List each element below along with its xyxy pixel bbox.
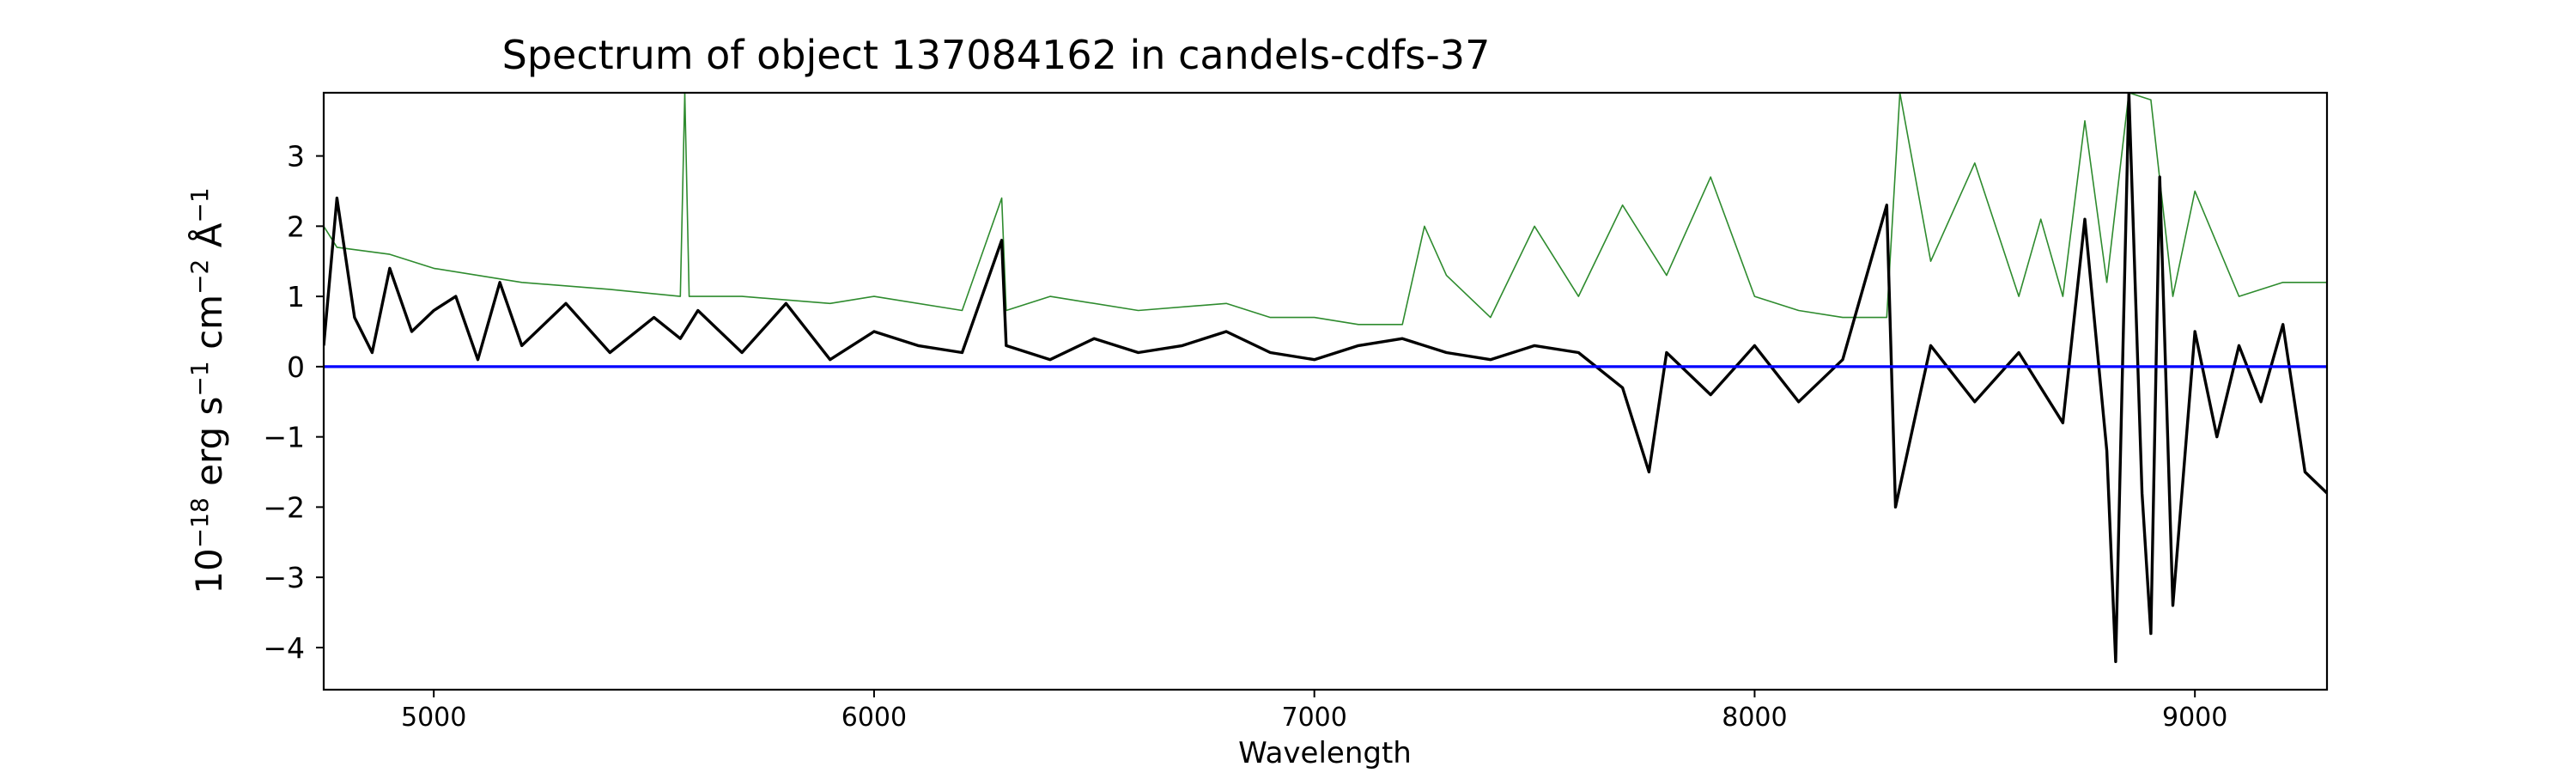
error-spectrum-line <box>324 93 2327 326</box>
y-label-exp4: −1 <box>185 187 214 222</box>
y-axis: 3 2 1 0 −1 −2 −3 −4 <box>263 140 324 665</box>
y-label-cm: cm <box>188 295 230 361</box>
y-tick-label: −2 <box>263 490 305 524</box>
y-axis-label: 10−18 erg s−1 cm−2 Å−1 <box>185 187 230 593</box>
y-label-exp3: −2 <box>185 259 214 295</box>
y-tick-label: 1 <box>287 280 305 313</box>
y-label-angstrom: Å <box>187 222 230 259</box>
x-tick-label: 8000 <box>1722 703 1787 733</box>
y-tick-label: −1 <box>263 421 305 454</box>
y-label-base: 10 <box>188 548 230 593</box>
y-tick-label: 0 <box>287 350 305 384</box>
y-label-exp1: −18 <box>185 497 214 548</box>
x-axis: 5000 6000 7000 8000 9000 <box>401 690 2227 733</box>
y-tick-label: 3 <box>287 140 305 173</box>
axes-frame <box>322 91 2329 691</box>
x-tick-label: 5000 <box>401 703 466 733</box>
flux-spectrum-line <box>324 93 2327 663</box>
y-label-erg-s: erg s <box>188 397 230 498</box>
x-tick-label: 7000 <box>1282 703 1347 733</box>
y-tick-label: −3 <box>263 561 305 594</box>
y-label-exp2: −1 <box>185 361 214 396</box>
x-tick-label: 6000 <box>841 703 907 733</box>
x-axis-label: Wavelength <box>1238 736 1412 770</box>
plot-area <box>322 91 2329 691</box>
y-tick-label: 2 <box>287 210 305 243</box>
chart-title: Spectrum of object 137084162 in candels-… <box>502 32 1491 78</box>
y-tick-label: −4 <box>263 631 305 665</box>
x-tick-label: 9000 <box>2162 703 2227 733</box>
